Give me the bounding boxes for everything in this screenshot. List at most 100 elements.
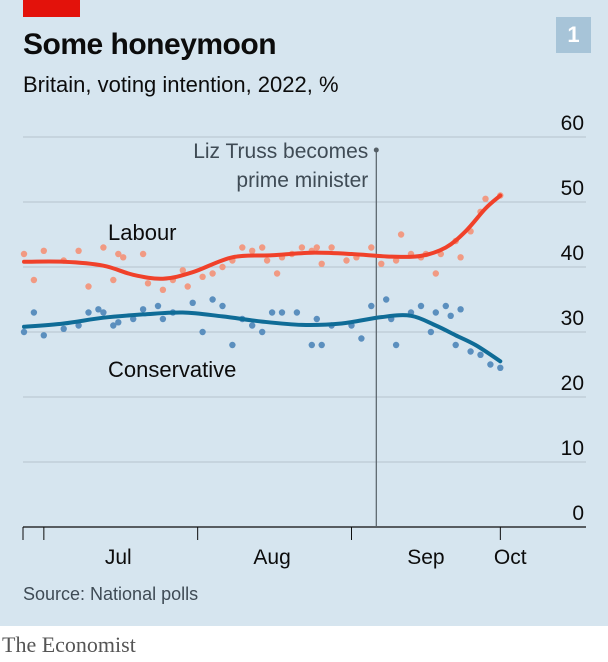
conservative-poll-point-24 — [278, 309, 286, 316]
line-chart: Jul Aug Sep Oct Liz Truss becomes prime mini… — [20, 112, 586, 569]
conservative-poll-point-23 — [268, 309, 276, 316]
labour-poll-point-11 — [144, 280, 152, 287]
conservative-poll-point-1 — [30, 309, 38, 316]
conservative-poll-point-39 — [432, 309, 439, 316]
conservative-poll-point-12 — [154, 302, 162, 310]
labour-series-label: Labour — [108, 220, 177, 245]
annotation-dot — [373, 147, 379, 153]
y-tick-label-30: 30 — [561, 307, 584, 330]
labour-poll-point-17 — [209, 270, 216, 277]
labour-poll-point-41 — [432, 270, 439, 277]
labour-poll-point-4 — [75, 247, 82, 254]
conservative-poll-point-7 — [100, 309, 107, 316]
y-tick-label-10: 10 — [561, 437, 584, 460]
conservative-poll-point-3 — [60, 325, 67, 332]
conservative-poll-point-27 — [313, 315, 320, 323]
conservative-poll-point-25 — [293, 309, 301, 316]
y-tick-label-50: 50 — [561, 177, 584, 200]
conservative-poll-point-6 — [95, 306, 102, 313]
conservative-poll-point-44 — [467, 348, 474, 355]
conservative-poll-point-46 — [487, 361, 494, 368]
y-axis: 0 10 20 30 40 50 60 — [561, 112, 584, 525]
conservative-trend-line — [22, 310, 503, 364]
trend-lines — [22, 193, 503, 364]
labour-poll-point-1 — [30, 276, 38, 284]
conservative-poll-point-43 — [457, 306, 464, 313]
conservative-series-label: Conservative — [108, 357, 236, 382]
labour-poll-point-10 — [139, 250, 147, 258]
labour-poll-point-36 — [392, 257, 400, 264]
conservative-poll-point-47 — [497, 364, 504, 371]
poll-dots — [20, 192, 504, 371]
annotation-text-2: prime minister — [236, 169, 368, 192]
labour-poll-point-37 — [397, 231, 405, 238]
conservative-poll-point-37 — [417, 302, 425, 310]
chart-subtitle: Britain, voting intention, 2022, % — [23, 72, 339, 97]
conservative-poll-point-11 — [139, 306, 147, 313]
conservative-poll-point-5 — [85, 309, 92, 316]
y-tick-label-20: 20 — [561, 372, 584, 395]
conservative-poll-point-45 — [477, 351, 484, 358]
labour-poll-point-24 — [273, 270, 281, 277]
labour-poll-point-27 — [298, 244, 306, 251]
labour-poll-point-5 — [85, 283, 92, 290]
labour-poll-point-6 — [100, 244, 107, 251]
labour-poll-point-44 — [457, 254, 464, 261]
labour-poll-point-15 — [184, 283, 191, 290]
y-tick-label-40: 40 — [561, 242, 584, 265]
labour-trend-line — [22, 193, 503, 281]
conservative-poll-point-42 — [452, 341, 459, 349]
conservative-poll-point-16 — [199, 328, 206, 336]
labour-poll-point-16 — [199, 273, 206, 280]
conservative-poll-point-17 — [209, 296, 216, 303]
conservative-poll-point-13 — [159, 315, 167, 323]
labour-poll-point-18 — [219, 263, 226, 271]
annotation: Liz Truss becomes prime minister — [193, 140, 379, 527]
conservative-poll-point-33 — [383, 296, 390, 303]
y-tick-label-0: 0 — [572, 502, 584, 525]
conservative-poll-point-18 — [219, 302, 226, 310]
labour-poll-point-31 — [328, 244, 335, 251]
chart-title: Some honeymoon — [23, 28, 277, 61]
x-axis: Jul Aug Sep Oct — [22, 527, 527, 569]
conservative-poll-point-31 — [358, 335, 365, 342]
labour-poll-point-21 — [249, 247, 256, 254]
labour-poll-point-22 — [259, 244, 266, 251]
labour-poll-point-0 — [20, 250, 28, 258]
conservative-poll-point-10 — [130, 315, 137, 323]
labour-poll-point-9 — [120, 254, 127, 261]
labour-poll-point-14 — [179, 267, 186, 274]
conservative-poll-point-26 — [308, 341, 315, 349]
conservative-poll-point-21 — [249, 322, 256, 329]
conservative-poll-point-2 — [40, 332, 47, 339]
source-note: Source: National polls — [23, 584, 199, 604]
labour-poll-point-7 — [110, 276, 117, 284]
conservative-poll-point-38 — [427, 328, 435, 336]
conservative-poll-point-41 — [447, 312, 454, 319]
x-tick-label-jul: Jul — [105, 546, 132, 569]
conservative-poll-point-22 — [259, 328, 266, 336]
labour-poll-point-34 — [368, 244, 375, 251]
x-tick-label-sep: Sep — [407, 546, 444, 569]
conservative-poll-point-19 — [229, 341, 236, 349]
labour-poll-point-32 — [343, 257, 350, 264]
labour-poll-point-47 — [482, 195, 489, 202]
labour-poll-point-20 — [239, 244, 246, 251]
conservative-poll-point-35 — [392, 341, 400, 349]
conservative-poll-point-8 — [110, 322, 117, 329]
series-labels: Labour Conservative — [108, 220, 236, 382]
brand-red-tag — [23, 0, 80, 17]
labour-poll-point-29 — [313, 244, 320, 251]
x-tick-label-aug: Aug — [253, 546, 290, 569]
y-tick-label-60: 60 — [561, 112, 584, 135]
chart-number-badge: 1 — [556, 17, 591, 53]
conservative-poll-point-9 — [115, 319, 122, 326]
labour-poll-point-12 — [159, 286, 167, 293]
conservative-poll-point-0 — [20, 328, 28, 336]
conservative-poll-point-4 — [75, 322, 82, 329]
labour-poll-point-30 — [318, 260, 325, 267]
conservative-poll-point-40 — [442, 302, 449, 310]
labour-poll-point-8 — [115, 250, 122, 258]
conservative-poll-point-15 — [189, 299, 196, 306]
annotation-text-1: Liz Truss becomes — [193, 140, 368, 163]
